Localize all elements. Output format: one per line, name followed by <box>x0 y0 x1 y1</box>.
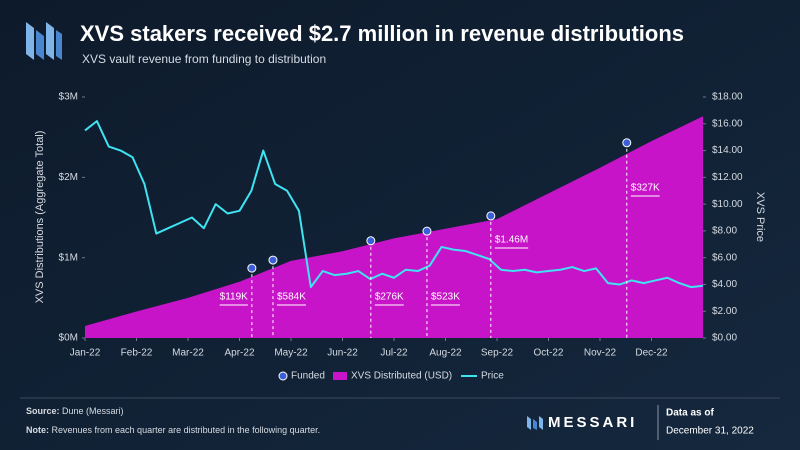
source-text: Dune (Messari) <box>62 406 124 416</box>
y-tick-label: $3M <box>59 92 78 103</box>
chart-title: XVS stakers received $2.7 million in rev… <box>80 21 684 46</box>
x-tick-label: Apr-22 <box>224 348 254 359</box>
brand-name: MESSARI <box>548 414 637 431</box>
x-tick-label: May-22 <box>274 348 308 359</box>
legend-label: XVS Distributed (USD) <box>351 371 452 382</box>
y2-tick-label: $16.00 <box>712 118 743 129</box>
footer-note: Note: Revenues from each quarter are dis… <box>26 425 320 435</box>
area <box>85 116 703 338</box>
funded-annotation: $1.46M <box>495 235 528 246</box>
x-tick-label: Mar-22 <box>172 348 204 359</box>
y2-tick-label: $4.00 <box>712 279 737 290</box>
data-as-of-date: December 31, 2022 <box>666 426 754 437</box>
plot-area: $119K $584K $276K $523K $1.46M $327K <box>84 116 704 338</box>
note-label: Note: <box>26 425 49 435</box>
price-line <box>84 120 704 289</box>
funded-annotation: $119K <box>220 292 249 303</box>
x-tick-label: Feb-22 <box>121 348 153 359</box>
y2-tick-label: $14.00 <box>712 145 743 156</box>
funded-annotation: $523K <box>431 292 460 303</box>
y2-tick-label: $18.00 <box>712 92 743 103</box>
y2-tick-label: $12.00 <box>712 172 743 183</box>
funded-point <box>422 226 432 236</box>
source-label: Source: <box>26 406 60 416</box>
x-tick-label: Oct-22 <box>533 348 563 359</box>
x-tick-label: Jul-22 <box>380 348 408 359</box>
x-tick-label: Sep-22 <box>481 348 514 359</box>
y2-axis-title: XVS Price <box>754 192 766 242</box>
note-text: Revenues from each quarter are distribut… <box>52 425 321 435</box>
legend-swatch <box>278 371 288 381</box>
x-tick-label: Jan-22 <box>70 348 101 359</box>
funded-point <box>622 138 632 148</box>
data-as-of-label: Data as of <box>666 408 714 419</box>
y2-tick-label: $8.00 <box>712 226 737 237</box>
legend-swatch <box>333 372 347 380</box>
funded-point <box>486 211 496 221</box>
funded-point <box>247 263 257 273</box>
funded-point <box>366 236 376 246</box>
y-tick-label: $1M <box>59 252 78 263</box>
x-tick-label: Aug-22 <box>429 348 462 359</box>
funded-annotation: $276K <box>375 292 404 303</box>
legend-label: Price <box>481 371 504 382</box>
x-tick-label: Nov-22 <box>584 348 617 359</box>
chart-subtitle: XVS vault revenue from funding to distri… <box>82 52 326 66</box>
x-tick-label: Jun-22 <box>327 348 358 359</box>
y-tick-label: $0M <box>59 333 78 344</box>
legend: Funded XVS Distributed (USD) Price <box>278 371 504 382</box>
y2-tick-label: $6.00 <box>712 252 737 263</box>
y2-tick-label: $0.00 <box>712 333 737 344</box>
logo <box>26 22 62 60</box>
y2-tick-label: $10.00 <box>712 199 743 210</box>
funded-point <box>268 255 278 265</box>
footer-source: Source: Dune (Messari) <box>26 406 124 416</box>
y2-tick-label: $2.00 <box>712 306 737 317</box>
funded-annotation: $327K <box>631 183 660 194</box>
y-axis-title: XVS Distributions (Aggregate Total) <box>34 131 46 304</box>
funded-annotation: $584K <box>277 292 306 303</box>
x-tick-label: Dec-22 <box>635 348 668 359</box>
brand-logo <box>527 416 543 430</box>
y-tick-label: $2M <box>59 172 78 183</box>
legend-label: Funded <box>291 371 325 382</box>
